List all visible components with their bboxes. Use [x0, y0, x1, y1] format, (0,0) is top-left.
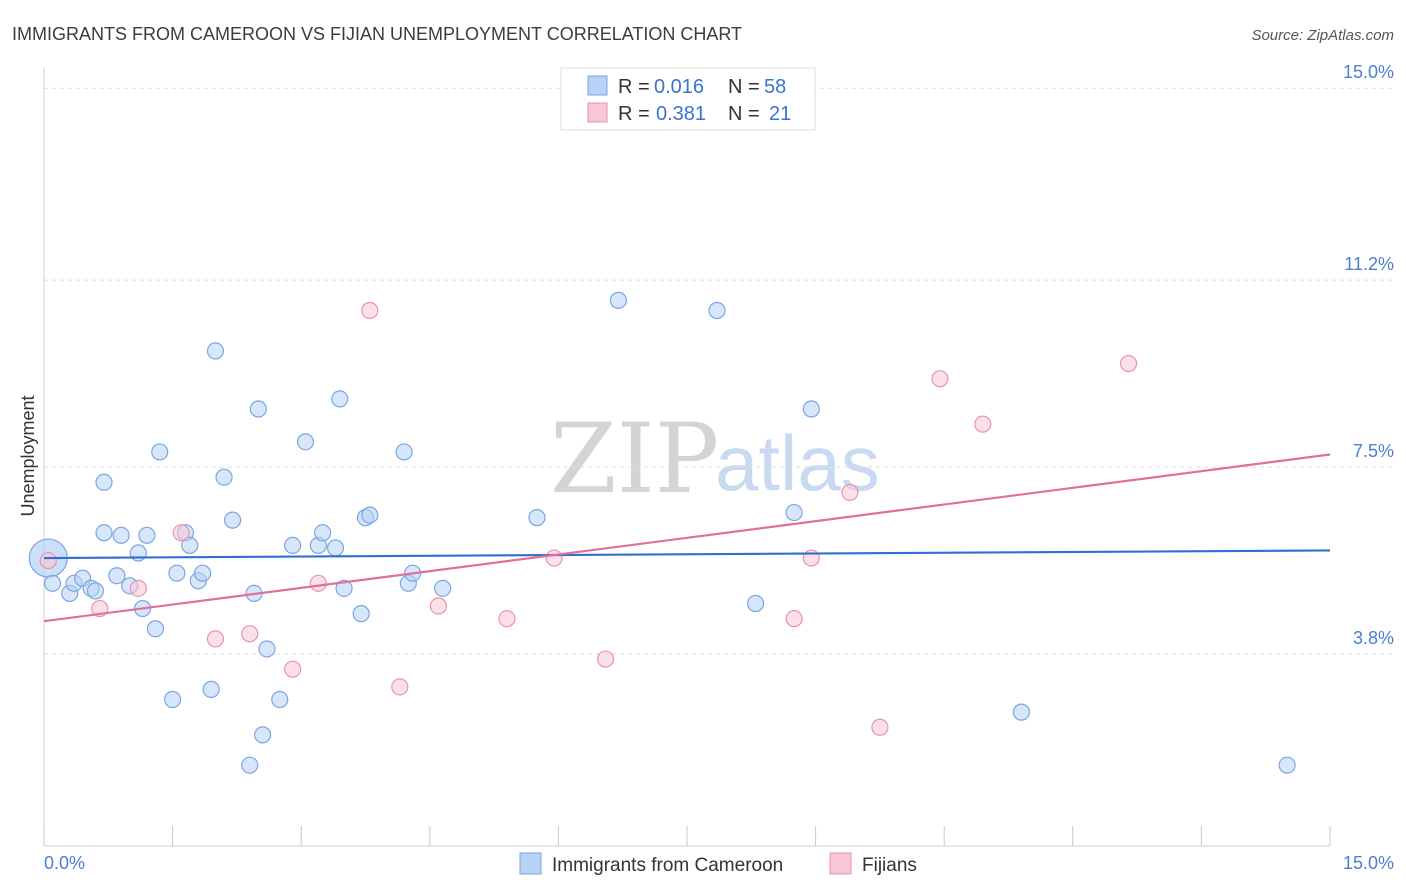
cameroon-point: [108, 567, 126, 585]
cameroon-point: [361, 506, 379, 524]
y-tick-label: 15.0%: [1343, 62, 1394, 82]
legend-r-label-cameroon: R =: [618, 76, 650, 98]
legend-bottom-swatch-fijians: [829, 852, 852, 875]
fijian-point: [284, 660, 302, 678]
fijian-point: [391, 678, 409, 696]
fijian-point: [545, 549, 563, 567]
cameroon-point: [86, 582, 105, 600]
cameroon-point: [138, 526, 156, 544]
fijian-point: [309, 574, 327, 592]
y-tick-label: 7.5%: [1353, 441, 1394, 461]
legend-swatch-cameroon: [587, 75, 608, 96]
fijian-point: [498, 610, 516, 628]
legend-r-value-fijians: 0.381: [656, 103, 706, 125]
fijian-point: [172, 524, 190, 542]
cameroon-point: [181, 536, 199, 555]
y-tick-label: 3.8%: [1353, 628, 1394, 648]
cameroon-point: [284, 536, 302, 555]
legend-n-label-fijians: N =: [728, 103, 760, 125]
fijian-point: [241, 625, 259, 643]
cameroon-point: [609, 291, 628, 309]
fijian-point: [39, 551, 57, 570]
legend-r-value-cameroon: 0.016: [654, 76, 704, 98]
trend-line-fijians: [43, 453, 1331, 623]
fijian-point: [931, 370, 949, 388]
cameroon-point: [331, 390, 349, 408]
cameroon-point: [1278, 756, 1296, 774]
cameroon-point: [112, 526, 130, 544]
legend-n-value-fijians: 21: [769, 103, 791, 125]
legend-n-label-cameroon: N =: [728, 76, 760, 98]
fijian-point: [129, 579, 147, 597]
cameroon-point: [215, 468, 233, 486]
fijian-point: [841, 483, 859, 501]
fijian-point: [206, 630, 225, 648]
x-tick-label-min: 0.0%: [44, 853, 85, 873]
cameroon-point: [254, 726, 272, 744]
trend-lines: [43, 453, 1331, 623]
cameroon-point: [95, 524, 113, 542]
watermark-zip: ZIP: [550, 403, 719, 515]
legend-bottom-label-cameroon: Immigrants from Cameroon: [552, 855, 783, 876]
cameroon-point: [224, 511, 242, 529]
trend-line-cameroon: [43, 549, 1331, 560]
fijian-point: [785, 610, 803, 628]
fijian-point: [871, 718, 889, 736]
legend-bottom-label-fijians: Fijians: [862, 855, 917, 876]
cameroon-point: [528, 509, 546, 527]
cameroon-point: [43, 574, 62, 592]
cameroon-point: [241, 756, 259, 774]
y-axis-label: Unemployment: [18, 395, 38, 516]
x-axis-ticks: [43, 826, 1331, 846]
cameroon-point: [1012, 703, 1030, 721]
cameroon-point: [168, 564, 186, 582]
fijian-point: [974, 415, 992, 433]
fijian-point: [1119, 354, 1138, 373]
legend-bottom-swatch-cameroon: [519, 852, 542, 875]
cameroon-point: [258, 640, 276, 658]
chart-source: Source: ZipAtlas.com: [1251, 27, 1394, 44]
cameroon-point: [249, 400, 267, 418]
y-axis-tick-labels: 3.8% 7.5% 11.2% 15.0%: [1343, 62, 1394, 648]
fijian-point: [361, 301, 379, 320]
cameroon-point: [708, 301, 726, 320]
cameroon-point: [146, 620, 165, 638]
legend-series: Immigrants from Cameroon Fijians: [519, 852, 917, 876]
chart-title: IMMIGRANTS FROM CAMEROON VS FIJIAN UNEMP…: [12, 24, 742, 44]
cameroon-point: [352, 605, 370, 623]
cameroon-point: [746, 594, 765, 613]
legend-n-value-cameroon: 58: [764, 76, 786, 98]
cameroon-point: [395, 443, 413, 461]
cameroon-point: [296, 433, 315, 451]
legend-swatch-fijians: [587, 102, 608, 123]
fijian-point: [429, 597, 447, 615]
cameroon-point: [206, 342, 225, 360]
cameroon-point: [194, 564, 212, 582]
cameroon-point: [335, 579, 353, 597]
cameroon-point: [271, 690, 289, 709]
cameroon-point: [314, 524, 332, 542]
data-points: [28, 291, 1296, 774]
cameroon-point: [326, 539, 345, 557]
cameroon-point: [802, 400, 820, 418]
cameroon-point: [151, 443, 169, 461]
watermark: ZIP atlas: [550, 403, 880, 515]
legend-stats: R = 0.016 N = 58 R = 0.381 N = 21: [560, 67, 816, 131]
cameroon-point: [202, 680, 220, 698]
cameroon-point: [434, 579, 452, 597]
y-tick-label: 11.2%: [1344, 254, 1394, 274]
x-tick-label-max: 15.0%: [1343, 853, 1394, 873]
gridlines: [44, 87, 1394, 655]
legend-r-label-fijians: R =: [618, 103, 650, 125]
cameroon-point: [785, 503, 803, 522]
fijian-point: [596, 650, 615, 668]
cameroon-point: [164, 690, 182, 709]
cameroon-point: [95, 473, 113, 491]
